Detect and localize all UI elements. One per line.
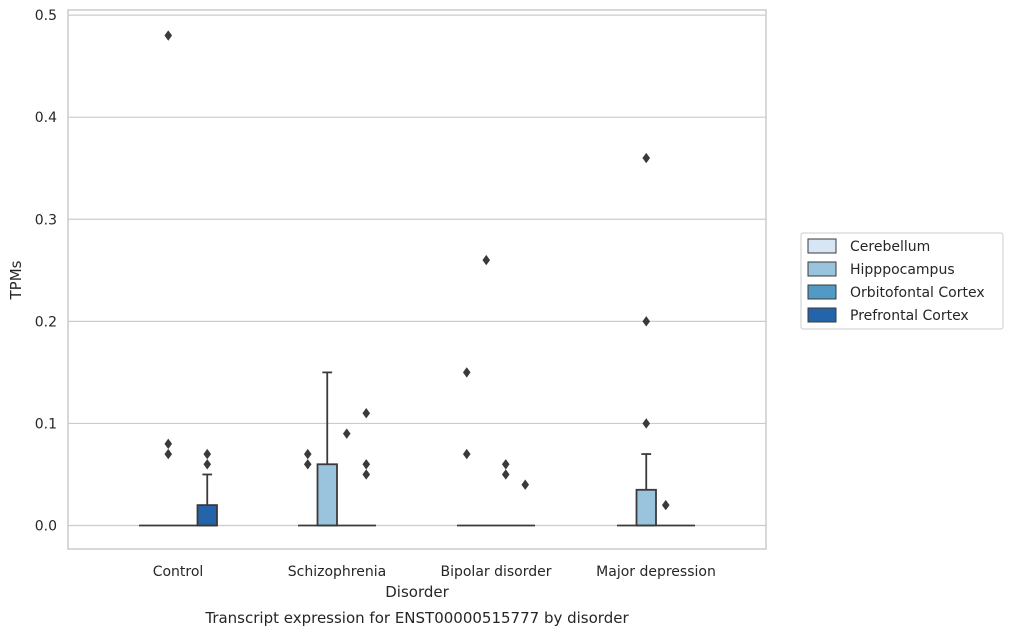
y-tick-label: 0.1 [35, 416, 57, 432]
outlier-point [362, 469, 371, 480]
legend-frame [800, 232, 1004, 330]
outlier-point [164, 438, 173, 450]
chart-caption: Transcript expression for ENST0000051577… [204, 609, 629, 627]
y-axis-ticks: 0.0 0.1 0.2 0.3 0.4 0.5 [35, 8, 57, 534]
legend: Cerebellum Hipppocampus Orbitofontal Corte… [800, 232, 1004, 330]
x-axis-ticks: Control Schizophrenia Bipolar disorder Majo… [153, 564, 716, 580]
legend-label: Cerebellum [850, 239, 930, 255]
legend-swatch [807, 261, 837, 277]
box-0-3 [196, 473, 218, 527]
box-series [139, 371, 695, 527]
box-3-1 [635, 453, 657, 527]
x-tick-label: Major depression [596, 564, 716, 580]
outlier-points [164, 30, 670, 511]
outlier-point [661, 499, 670, 511]
outlier-point [482, 254, 491, 266]
outlier-point [642, 152, 651, 164]
box-body [635, 488, 657, 527]
y-tick-label: 0.5 [35, 8, 57, 24]
box-1-1 [316, 371, 338, 527]
plot-area-frame [67, 9, 767, 550]
legend-label: Orbitofontal Cortex [850, 285, 985, 301]
outlier-point [303, 448, 312, 460]
outlier-point [203, 448, 212, 460]
outlier-point [521, 479, 530, 490]
legend-label: Prefrontal Cortex [850, 308, 969, 324]
x-tick-label: Bipolar disorder [440, 564, 551, 580]
legend-swatch [807, 284, 837, 300]
y-tick-label: 0.4 [35, 110, 57, 126]
y-tick-label: 0.0 [35, 519, 57, 535]
outlier-point [642, 418, 651, 429]
outlier-point [164, 448, 173, 460]
outlier-point [342, 428, 351, 439]
outlier-point [501, 459, 510, 470]
y-axis-title: TPMs [7, 260, 25, 300]
outlier-point [362, 408, 371, 419]
outlier-point [362, 459, 371, 470]
x-tick-label: Schizophrenia [288, 564, 386, 580]
outlier-point [303, 459, 312, 470]
legend-swatch [807, 238, 837, 254]
legend-label: Hipppocampus [850, 262, 955, 278]
outlier-point [501, 469, 510, 480]
box-body [316, 463, 338, 527]
y-tick-label: 0.3 [35, 212, 57, 228]
grid-lines [68, 14, 766, 527]
outlier-point [642, 316, 651, 327]
x-tick-label: Control [153, 564, 204, 580]
box-body [196, 504, 218, 527]
outlier-point [164, 30, 173, 41]
outlier-point [462, 448, 471, 460]
outlier-point [462, 367, 471, 378]
legend-swatch [807, 307, 837, 323]
y-tick-label: 0.2 [35, 314, 57, 330]
x-axis-title: Disorder [385, 583, 449, 601]
outlier-point [203, 459, 212, 470]
